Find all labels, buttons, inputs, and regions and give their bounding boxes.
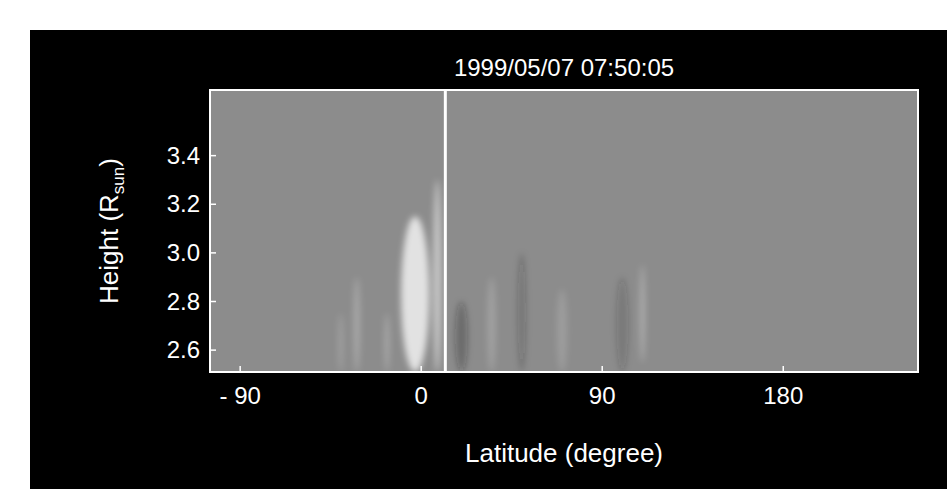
y-tick <box>210 155 216 157</box>
y-tick-label: 3.0 <box>167 239 200 266</box>
x-tick <box>420 366 422 372</box>
x-tick <box>782 366 784 372</box>
title: 1999/05/07 07:50:05 <box>454 54 674 81</box>
streamer <box>339 314 343 372</box>
streamer <box>488 277 496 372</box>
x-tick <box>239 366 241 372</box>
y-tick <box>210 252 216 254</box>
plot-frame <box>210 90 918 372</box>
y-tick-label: 3.4 <box>167 142 200 169</box>
y-axis-title-part: Height (R <box>94 194 124 304</box>
streamer <box>401 216 429 372</box>
y-tick <box>210 349 216 351</box>
chart: - 90 0 90 180 2.6 2.8 3.0 3.2 3.4 1999/05/07 07:5… <box>0 0 947 489</box>
y-axis-title: Height (Rsun) <box>94 158 128 304</box>
y-tick-label: 2.6 <box>167 336 200 363</box>
x-tick-label: 180 <box>763 382 803 409</box>
cursor-line <box>444 90 447 372</box>
streamer <box>640 265 644 362</box>
streamer-group <box>339 180 645 372</box>
y-tick-label: 2.8 <box>167 288 200 315</box>
y-tick-label: 3.2 <box>167 190 200 217</box>
x-tick-label: 0 <box>415 382 428 409</box>
streamer <box>354 277 360 372</box>
y-axis-title-part: ) <box>94 158 124 167</box>
y-axis-title-part: sun <box>109 167 128 194</box>
streamer <box>557 289 567 372</box>
streamer <box>455 302 467 373</box>
streamer <box>433 180 441 372</box>
y-tick <box>210 204 216 206</box>
image-marks <box>339 90 645 372</box>
streamer <box>616 277 628 372</box>
panel-background <box>30 30 947 489</box>
x-tick <box>601 366 603 372</box>
plot-background <box>210 90 918 372</box>
streamer <box>518 253 526 372</box>
x-axis-title: Latitude (degree) <box>465 438 663 468</box>
x-tick-label: 90 <box>589 382 616 409</box>
streamer <box>385 314 389 372</box>
x-tick-label: - 90 <box>219 382 260 409</box>
y-tick <box>210 301 216 303</box>
